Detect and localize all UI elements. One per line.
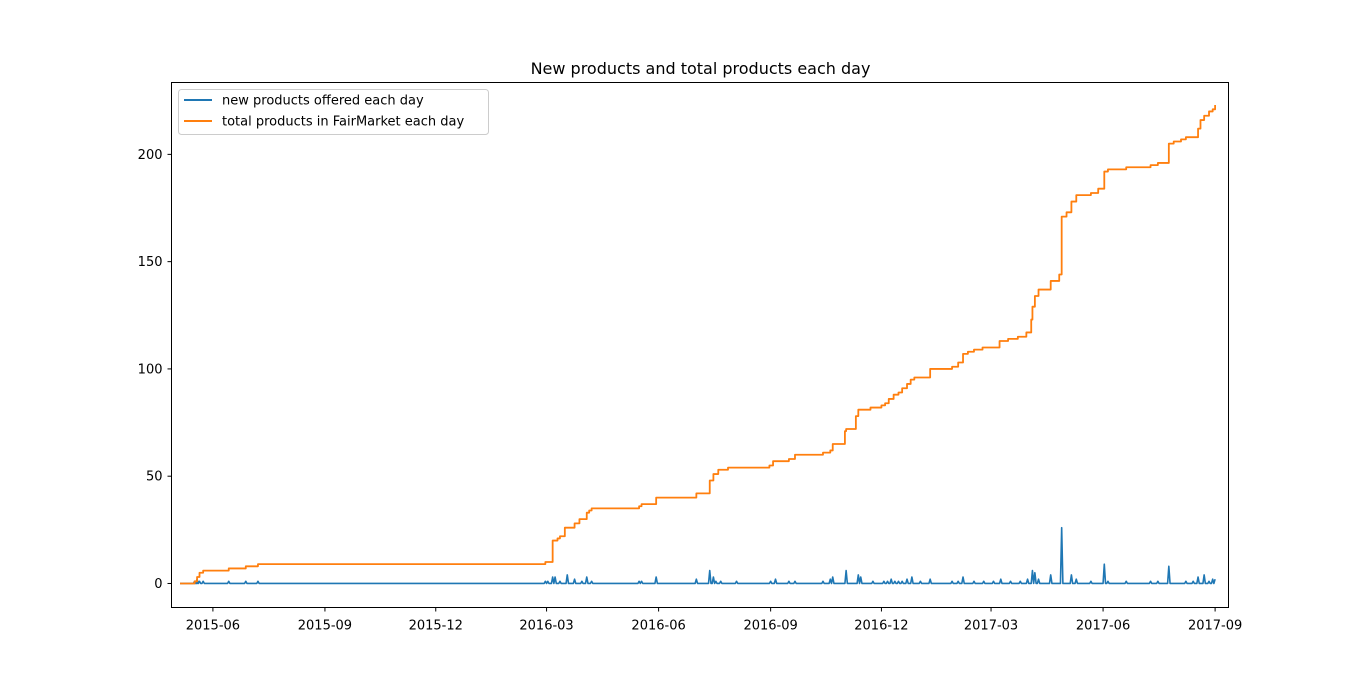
series-line-total-products (180, 105, 1216, 585)
x-tick-label: 2015-09 (298, 619, 352, 634)
y-tick-label: 200 (138, 148, 163, 163)
x-tick-label: 2017-09 (1188, 619, 1242, 634)
legend-label-new-products: new products offered each day (222, 94, 424, 109)
x-tick-label: 2016-12 (854, 619, 908, 634)
x-tick-label: 2015-12 (409, 619, 463, 634)
x-tick-label: 2017-06 (1076, 619, 1130, 634)
y-tick-label: 0 (154, 577, 162, 592)
series-line-new-products (180, 526, 1216, 585)
x-tick-label: 2015-06 (186, 619, 240, 634)
chart-title: New products and total products each day (531, 59, 871, 78)
legend: new products offered each day total prod… (178, 89, 489, 135)
x-axis: 2015-06 2015-09 2015-12 2016-03 2016-06 2016-… (186, 607, 1242, 634)
y-tick-label: 100 (138, 362, 163, 377)
y-tick-label: 50 (146, 470, 163, 485)
x-tick-label: 2017-03 (964, 619, 1018, 634)
plot-frame (171, 82, 1229, 608)
legend-label-total-products: total products in FairMarket each day (222, 115, 464, 130)
y-tick-label: 150 (138, 255, 163, 270)
y-axis: 0 50 100 150 200 (138, 148, 172, 592)
legend-box (178, 89, 489, 135)
series-layer (180, 105, 1216, 585)
x-tick-label: 2016-09 (743, 619, 797, 634)
x-tick-label: 2016-06 (631, 619, 685, 634)
x-tick-label: 2016-03 (519, 619, 573, 634)
